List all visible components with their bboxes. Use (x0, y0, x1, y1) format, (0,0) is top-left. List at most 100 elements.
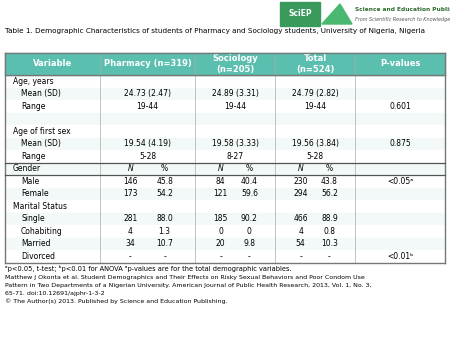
Text: © The Author(s) 2013. Published by Science and Education Publishing.: © The Author(s) 2013. Published by Scien… (5, 298, 228, 304)
Text: 19-44: 19-44 (304, 102, 326, 111)
Text: Range: Range (21, 102, 45, 111)
Text: 9.8: 9.8 (243, 239, 256, 248)
Text: Total
(n=524): Total (n=524) (296, 54, 334, 74)
Text: 40.4: 40.4 (241, 177, 258, 186)
Text: 34: 34 (126, 239, 135, 248)
Text: 88.9: 88.9 (321, 214, 338, 223)
Text: 24.89 (3.31): 24.89 (3.31) (212, 89, 258, 98)
Text: Divorced: Divorced (21, 252, 55, 261)
Text: 65-71. doi:10.12691/ajphr-1-3-2: 65-71. doi:10.12691/ajphr-1-3-2 (5, 290, 104, 295)
Text: %: % (161, 164, 168, 173)
Text: 230: 230 (293, 177, 308, 186)
Bar (280, 2, 445, 26)
Text: P-values: P-values (380, 59, 420, 69)
Text: 185: 185 (213, 214, 228, 223)
Text: 1.3: 1.3 (158, 227, 171, 236)
Text: Table 1. Demographic Characteristics of students of Pharmacy and Sociology stude: Table 1. Demographic Characteristics of … (5, 28, 425, 34)
Bar (5, 113, 445, 125)
Text: 45.8: 45.8 (156, 177, 173, 186)
Text: 10.3: 10.3 (321, 239, 338, 248)
Text: 90.2: 90.2 (241, 214, 258, 223)
Text: Mean (SD): Mean (SD) (21, 89, 61, 98)
Text: 88.0: 88.0 (156, 214, 173, 223)
Bar (5, 138, 445, 150)
Text: -: - (328, 252, 331, 261)
Text: 10.7: 10.7 (156, 239, 173, 248)
Text: Female: Female (21, 189, 49, 198)
Text: 5-28: 5-28 (139, 152, 156, 161)
Text: ᵃp<0.05, t-test; ᵇp<0.01 for ANOVA ᵃp-values are for the total demographic varia: ᵃp<0.05, t-test; ᵇp<0.01 for ANOVA ᵃp-va… (5, 266, 292, 272)
Text: <0.01ᵇ: <0.01ᵇ (387, 252, 413, 261)
Text: 0.8: 0.8 (324, 227, 335, 236)
Text: 59.6: 59.6 (241, 189, 258, 198)
Text: 281: 281 (123, 214, 138, 223)
Text: 8-27: 8-27 (226, 152, 243, 161)
Text: 5-28: 5-28 (306, 152, 324, 161)
Text: Mean (SD): Mean (SD) (21, 139, 61, 148)
Text: 84: 84 (216, 177, 225, 186)
Bar (280, 2, 320, 26)
Text: 121: 121 (213, 189, 228, 198)
Text: 20: 20 (216, 239, 225, 248)
Text: 24.73 (2.47): 24.73 (2.47) (124, 89, 171, 98)
Text: 0.875: 0.875 (389, 139, 411, 148)
Text: 56.2: 56.2 (321, 189, 338, 198)
Text: Science and Education Publishing: Science and Education Publishing (355, 7, 450, 12)
Bar (5, 150, 445, 163)
Text: Range: Range (21, 152, 45, 161)
Bar (5, 53, 445, 75)
Text: 4: 4 (298, 227, 303, 236)
Bar (5, 100, 445, 113)
Text: 0.601: 0.601 (389, 102, 411, 111)
Text: 19-44: 19-44 (136, 102, 158, 111)
Text: 146: 146 (123, 177, 138, 186)
Text: Matthew J Okonta et al. Student Demographics and Their Effects on Risky Sexual B: Matthew J Okonta et al. Student Demograp… (5, 275, 365, 281)
Bar (5, 175, 445, 188)
Text: Married: Married (21, 239, 50, 248)
Text: 24.79 (2.82): 24.79 (2.82) (292, 89, 338, 98)
Text: 43.8: 43.8 (321, 177, 338, 186)
Text: 54.2: 54.2 (156, 189, 173, 198)
Text: -: - (163, 252, 166, 261)
Text: 54: 54 (296, 239, 306, 248)
Bar (5, 250, 445, 263)
Text: 173: 173 (123, 189, 138, 198)
Text: N: N (218, 164, 224, 173)
Text: Cohabiting: Cohabiting (21, 227, 63, 236)
Bar (5, 238, 445, 250)
Text: Sociology
(n=205): Sociology (n=205) (212, 54, 258, 74)
Text: -: - (299, 252, 302, 261)
Text: From Scientific Research to Knowledge: From Scientific Research to Knowledge (355, 17, 450, 22)
Text: %: % (326, 164, 333, 173)
Text: 19.58 (3.33): 19.58 (3.33) (212, 139, 258, 148)
Text: SciEP: SciEP (288, 9, 312, 19)
Text: Marital Status: Marital Status (13, 202, 67, 211)
Text: Age, years: Age, years (13, 77, 54, 86)
Text: Male: Male (21, 177, 39, 186)
Text: Single: Single (21, 214, 45, 223)
Bar (5, 200, 445, 213)
Text: -: - (129, 252, 132, 261)
Text: Age of first sex: Age of first sex (13, 127, 71, 136)
Text: N: N (298, 164, 303, 173)
Text: Pattern in Two Departments of a Nigerian University. American Journal of Public : Pattern in Two Departments of a Nigerian… (5, 283, 372, 288)
Text: 19.56 (3.84): 19.56 (3.84) (292, 139, 338, 148)
Text: N: N (127, 164, 133, 173)
Polygon shape (322, 4, 352, 24)
Bar (5, 125, 445, 138)
Bar (5, 75, 445, 88)
Text: 19.54 (4.19): 19.54 (4.19) (124, 139, 171, 148)
Text: %: % (246, 164, 253, 173)
Text: 466: 466 (293, 214, 308, 223)
Bar (5, 188, 445, 200)
Text: -: - (219, 252, 222, 261)
Text: 0: 0 (218, 227, 223, 236)
Text: Variable: Variable (33, 59, 72, 69)
Bar (5, 213, 445, 225)
Bar (5, 88, 445, 100)
Text: <0.05ᵃ: <0.05ᵃ (387, 177, 413, 186)
Text: 0: 0 (247, 227, 252, 236)
Bar (5, 163, 445, 175)
Text: Gender: Gender (13, 164, 41, 173)
Text: 4: 4 (128, 227, 133, 236)
